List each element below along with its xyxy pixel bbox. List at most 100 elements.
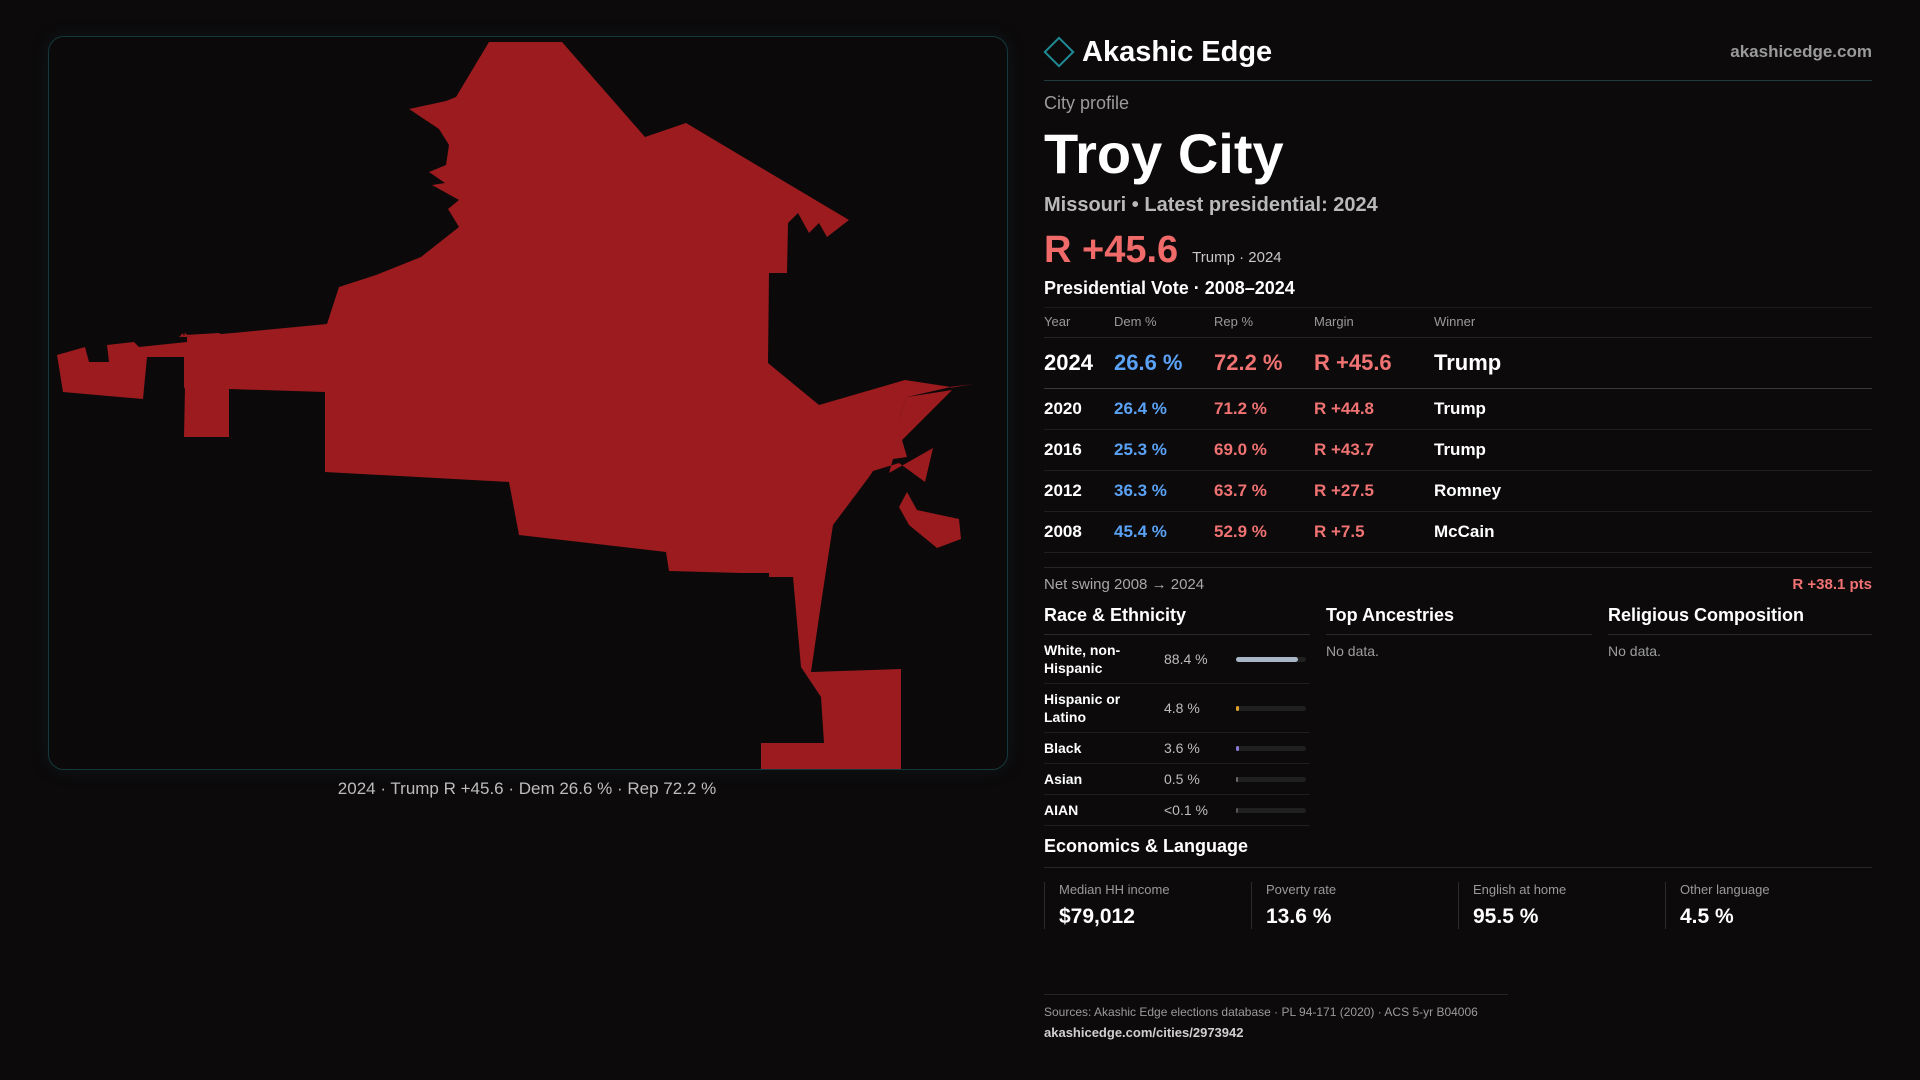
stat-value: 4.5 %: [1680, 905, 1734, 928]
row-dem: 25.3 %: [1114, 429, 1214, 471]
race-pct: 4.8 %: [1164, 700, 1200, 716]
stat-value: 13.6 %: [1266, 905, 1332, 928]
race-bar-fill: [1236, 705, 1239, 711]
row-winner: Romney: [1434, 470, 1872, 512]
net-swing-label: Net swing 2008 → 2024: [1044, 576, 1205, 593]
economics-title: Economics & Language: [1044, 836, 1872, 868]
stat-poverty-rate: Poverty rate 13.6 %: [1251, 882, 1458, 929]
stat-label: English at home: [1473, 882, 1567, 897]
net-swing-value: R +38.1 pts: [1792, 576, 1872, 593]
city-url-link[interactable]: akashicedge.com/cities/2973942: [1044, 1025, 1244, 1040]
list-item: Asian 0.5 %: [1044, 764, 1310, 795]
race-bar-track: [1236, 807, 1306, 813]
row-year: 2008: [1044, 511, 1114, 553]
stat-label: Other language: [1680, 882, 1770, 897]
row-year: 2012: [1044, 470, 1114, 512]
map-caption: 2024 · Trump R +45.6 · Dem 26.6 % · Rep …: [337, 779, 717, 798]
table-row: 2020 26.4 % 71.2 % R +44.8 Trump: [1044, 388, 1872, 430]
race-bar-fill: [1236, 745, 1239, 751]
city-boundary-map[interactable]: [48, 36, 1008, 770]
stat-median-income: Median HH income $79,012: [1044, 882, 1251, 929]
stat-value: $79,012: [1059, 905, 1135, 928]
page-subtitle: Missouri • Latest presidential: 2024: [1044, 194, 1378, 216]
row-year: 2020: [1044, 388, 1114, 430]
row-rep: 69.0 %: [1214, 429, 1314, 471]
race-bar-track: [1236, 776, 1306, 782]
religion-empty: No data.: [1608, 643, 1661, 659]
city-polygon-southeast-fragment: [899, 492, 961, 548]
table-row: 2012 36.3 % 63.7 % R +27.5 Romney: [1044, 470, 1872, 512]
race-title: Race & Ethnicity: [1044, 605, 1310, 635]
row-dem: 26.6 %: [1114, 337, 1214, 389]
race-name: Black: [1044, 740, 1082, 756]
race-name: AIAN: [1044, 802, 1079, 818]
row-margin: R +44.8: [1314, 388, 1434, 430]
list-item: Hispanic or Latino 4.8 %: [1044, 684, 1310, 733]
race-list: White, non-Hispanic 88.4 % Hispanic or L…: [1044, 635, 1310, 826]
row-margin: R +45.6: [1314, 337, 1434, 389]
row-winner: Trump: [1434, 429, 1872, 471]
religion-title: Religious Composition: [1608, 605, 1872, 635]
race-pct: 88.4 %: [1164, 651, 1208, 667]
page-title: Troy City: [1044, 122, 1284, 185]
row-dem: 26.4 %: [1114, 388, 1214, 430]
race-bar-fill: [1236, 776, 1238, 782]
row-winner: Trump: [1434, 388, 1872, 430]
row-margin: R +27.5: [1314, 470, 1434, 512]
race-bar-track: [1236, 656, 1306, 662]
religion-card: Religious Composition No data.: [1608, 605, 1872, 826]
vote-table-header: Year Dem % Rep % Margin Winner: [1044, 307, 1872, 338]
table-row: 2024 26.6 % 72.2 % R +45.6 Trump: [1044, 337, 1872, 389]
race-bar-fill: [1236, 807, 1238, 813]
city-polygon-main: [57, 42, 974, 769]
col-rep: Rep %: [1214, 307, 1314, 338]
brand-name[interactable]: Akashic Edge: [1082, 35, 1273, 68]
stat-english-at-home: English at home 95.5 %: [1458, 882, 1665, 929]
row-margin: R +43.7: [1314, 429, 1434, 471]
race-ethnicity-card: Race & Ethnicity White, non-Hispanic 88.…: [1044, 605, 1310, 826]
page-kicker: City profile: [1044, 93, 1130, 113]
row-winner: Trump: [1434, 337, 1872, 389]
col-margin: Margin: [1314, 307, 1434, 338]
stat-label: Poverty rate: [1266, 882, 1337, 897]
city-boundary-shape: [57, 42, 974, 769]
row-rep: 71.2 %: [1214, 388, 1314, 430]
latest-margin-value: R +45.6: [1044, 229, 1179, 271]
list-item: AIAN <0.1 %: [1044, 795, 1310, 826]
stat-label: Median HH income: [1059, 882, 1170, 897]
ancestries-empty: No data.: [1326, 643, 1379, 659]
row-winner: McCain: [1434, 511, 1872, 553]
net-swing: Net swing 2008 → 2024 R +38.1 pts: [1044, 567, 1872, 593]
race-pct: 3.6 %: [1164, 740, 1200, 756]
row-dem: 45.4 %: [1114, 511, 1214, 553]
stat-value: 95.5 %: [1473, 905, 1539, 928]
demographics-section: Race & Ethnicity White, non-Hispanic 88.…: [1044, 605, 1872, 826]
headline-margin: R +45.6 Trump · 2024: [1044, 229, 1872, 272]
table-row: 2008 45.4 % 52.9 % R +7.5 McCain: [1044, 511, 1872, 553]
col-winner: Winner: [1434, 307, 1872, 338]
economics-stats: Median HH income $79,012 Poverty rate 13…: [1044, 882, 1872, 929]
latest-margin-note: Trump · 2024: [1192, 249, 1282, 266]
vote-table: Year Dem % Rep % Margin Winner 2024 26.6…: [1044, 307, 1872, 553]
sources-text: Sources: Akashic Edge elections database…: [1044, 1005, 1478, 1019]
diamond-logo-icon: [1043, 36, 1075, 68]
col-dem: Dem %: [1114, 307, 1214, 338]
race-name: Hispanic or Latino: [1044, 691, 1121, 725]
footer: Sources: Akashic Edge elections database…: [1044, 994, 1508, 1040]
list-item: White, non-Hispanic 88.4 %: [1044, 635, 1310, 684]
header: Akashic Edge akashicedge.com: [1043, 32, 1872, 81]
vote-section-title: Presidential Vote · 2008–2024: [1044, 278, 1295, 298]
row-year: 2024: [1044, 337, 1114, 389]
table-row: 2016 25.3 % 69.0 % R +43.7 Trump: [1044, 429, 1872, 471]
row-rep: 72.2 %: [1214, 337, 1314, 389]
city-shape-group: [57, 42, 974, 769]
col-year: Year: [1044, 307, 1114, 338]
city-polygon-east-fragment: [899, 390, 952, 440]
site-link[interactable]: akashicedge.com: [1730, 42, 1872, 61]
race-name: White, non-Hispanic: [1044, 642, 1121, 676]
race-bar-fill: [1236, 656, 1298, 662]
race-bar-track: [1236, 705, 1306, 711]
list-item: Black 3.6 %: [1044, 733, 1310, 764]
row-year: 2016: [1044, 429, 1114, 471]
race-name: Asian: [1044, 771, 1083, 787]
